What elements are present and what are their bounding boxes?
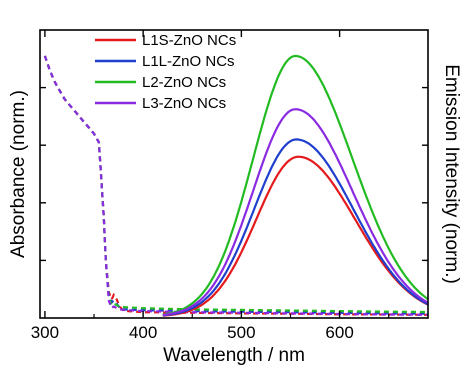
plot-lines — [45, 56, 428, 316]
legend-label: L3-ZnO NCs — [142, 95, 226, 112]
x-axis-label: Wavelength / nm — [163, 345, 305, 366]
legend-label: L1L-ZnO NCs — [142, 53, 235, 70]
y-axis-label-right: Emission Intensity (norm.) — [441, 64, 462, 284]
x-tick-label: 500 — [227, 323, 255, 342]
absorbance-line — [45, 56, 428, 315]
legend-label: L1S-ZnO NCs — [142, 32, 236, 49]
emission-line — [163, 139, 428, 315]
legend: L1S-ZnO NCs L1L-ZnO NCs L2-ZnO NCs L3-ZnO N… — [95, 32, 236, 112]
plot-frame — [40, 30, 428, 318]
x-tick-label: 300 — [31, 323, 59, 342]
y-axis-label-left: Absorbance (norm.) — [8, 90, 29, 258]
x-tick-label: 600 — [325, 323, 353, 342]
y-axis-ticks — [40, 88, 428, 261]
legend-label: L2-ZnO NCs — [142, 74, 226, 91]
x-tick-label: 400 — [129, 323, 157, 342]
